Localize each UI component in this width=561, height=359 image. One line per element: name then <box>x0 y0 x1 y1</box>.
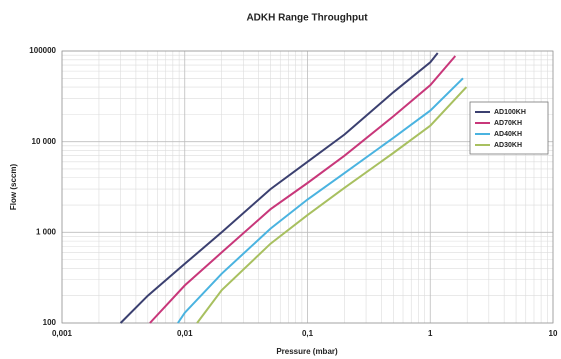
x-tick-label: 0,01 <box>177 329 193 338</box>
legend-label: AD100KH <box>494 109 526 116</box>
series-line <box>149 55 457 324</box>
legend-label: AD40KH <box>494 131 522 138</box>
plot-frame <box>61 50 554 324</box>
legend-label: AD70KH <box>494 120 522 127</box>
x-tick-label: 0,1 <box>302 329 314 338</box>
x-tick-label: 1 <box>428 329 433 338</box>
y-axis-label: Flow (sccm) <box>9 164 18 211</box>
series-line <box>119 52 439 324</box>
chart-title: ADKH Range Throughput <box>246 13 368 24</box>
x-tick-label: 10 <box>549 329 558 338</box>
legend-label: AD30KH <box>494 142 522 149</box>
y-tick-label: 100 <box>43 318 57 327</box>
x-tick-label: 0,001 <box>52 329 73 338</box>
y-tick-label: 1 000 <box>36 227 57 236</box>
series-line <box>177 77 464 324</box>
y-tick-label: 100000 <box>29 46 56 55</box>
y-tick-label: 10 000 <box>32 137 57 146</box>
x-axis-label: Pressure (mbar) <box>276 347 338 356</box>
series-line <box>196 86 468 324</box>
